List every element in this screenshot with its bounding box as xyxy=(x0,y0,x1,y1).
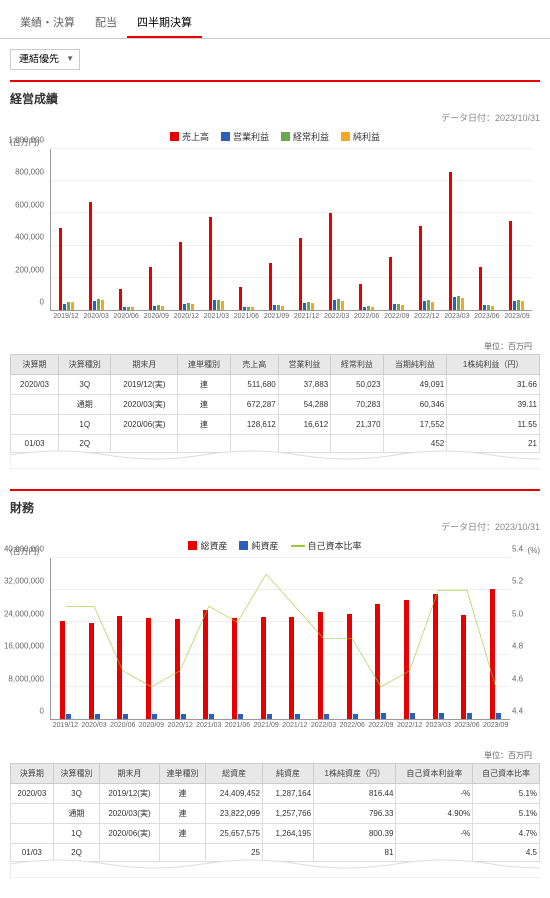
bar-group: 2020/06 xyxy=(108,558,137,719)
bar-group: 2022/06 xyxy=(338,558,367,719)
col-header: 自己資本比率 xyxy=(473,764,540,784)
table-row: 1Q2020/06(実)連25,657,5751,264,195800.39-%… xyxy=(11,824,540,844)
tabs: 業績・決算配当四半期決算 xyxy=(0,0,550,39)
bar-group: 2021/09 xyxy=(261,149,291,310)
plot-area: 2019/122020/032020/062020/092020/122021/… xyxy=(50,558,510,720)
plot-area: 2019/122020/032020/062020/092020/122021/… xyxy=(50,149,532,311)
bars: 2019/122020/032020/062020/092020/122021/… xyxy=(51,558,510,719)
tab-1[interactable]: 配当 xyxy=(85,8,127,38)
col-header: 決算期 xyxy=(11,764,54,784)
bar-group: 2019/12 xyxy=(51,558,80,719)
tab-2[interactable]: 四半期決算 xyxy=(127,8,202,38)
bar-group: 2021/12 xyxy=(281,558,310,719)
legend-item: 自己資本比率 xyxy=(291,539,362,552)
bar-group: 2021/03 xyxy=(194,558,223,719)
legend-item: 純利益 xyxy=(341,130,380,143)
legend-item: 売上高 xyxy=(170,130,209,143)
bar-group: 2021/06 xyxy=(231,149,261,310)
legend: 総資産純資産自己資本比率 xyxy=(10,539,540,552)
results-table: 決算期決算種別期末月連単種別売上高営業利益経常利益当期純利益1株純利益（円） 2… xyxy=(10,354,540,453)
bar-group: 2020/03 xyxy=(80,558,109,719)
bar-group: 2022/06 xyxy=(352,149,382,310)
data-date: データ日付：2023/10/31 xyxy=(10,520,540,533)
bar-group: 2022/03 xyxy=(322,149,352,310)
chart-results: (百万円) 0200,000400,000600,000800,0001,000… xyxy=(10,149,540,339)
col-header: 営業利益 xyxy=(278,355,330,375)
unit-note: 単位：百万円 xyxy=(10,748,540,763)
bar-group: 2021/03 xyxy=(201,149,231,310)
bar-group: 2021/06 xyxy=(223,558,252,719)
bar-group: 2023/09 xyxy=(502,149,532,310)
bar-group: 2023/09 xyxy=(481,558,510,719)
bar-group: 2021/09 xyxy=(252,558,281,719)
bar-group: 2023/06 xyxy=(472,149,502,310)
col-header: 連単種別 xyxy=(178,355,230,375)
bar-group: 2019/12 xyxy=(51,149,81,310)
page-cut xyxy=(10,447,540,469)
col-header: 決算種別 xyxy=(59,355,111,375)
bars: 2019/122020/032020/062020/092020/122021/… xyxy=(51,149,532,310)
col-header: 1株純資産（円） xyxy=(314,764,396,784)
col-header: 連単種別 xyxy=(159,764,206,784)
col-header: 総資産 xyxy=(206,764,263,784)
table-row: 通期2020/03(実)連672,28754,28870,28360,34639… xyxy=(11,395,540,415)
table-row: 1Q2020/06(実)連128,61216,61221,37017,55211… xyxy=(11,415,540,435)
page-cut xyxy=(10,856,540,878)
col-header: 純資産 xyxy=(262,764,313,784)
bar-group: 2022/12 xyxy=(412,149,442,310)
bar-group: 2020/06 xyxy=(111,149,141,310)
legend: 売上高営業利益経常利益純利益 xyxy=(10,130,540,143)
legend-item: 総資産 xyxy=(188,539,227,552)
col-header: 1株純利益（円） xyxy=(447,355,540,375)
bar-group: 2020/09 xyxy=(141,149,171,310)
y-axis-2: 4.44.64.85.05.25.4 xyxy=(510,558,540,720)
bar-group: 2022/09 xyxy=(382,149,412,310)
bar-group: 2022/12 xyxy=(395,558,424,719)
col-header: 売上高 xyxy=(230,355,278,375)
col-header: 期末月 xyxy=(100,764,159,784)
table-row: 2020/033Q2019/12(実)連511,68037,88350,0234… xyxy=(11,375,540,395)
bar-group: 2022/03 xyxy=(309,558,338,719)
col-header: 自己資本利益率 xyxy=(396,764,473,784)
bar-group: 2021/12 xyxy=(292,149,322,310)
col-header: 期末月 xyxy=(111,355,178,375)
section-results: 経営成績 データ日付：2023/10/31 売上高営業利益経常利益純利益 (百万… xyxy=(10,80,540,469)
col-header: 決算種別 xyxy=(53,764,100,784)
bar-group: 2022/09 xyxy=(367,558,396,719)
table-row: 通期2020/03(実)連23,822,0991,257,766796.334.… xyxy=(11,804,540,824)
bar-group: 2020/12 xyxy=(171,149,201,310)
legend-item: 営業利益 xyxy=(221,130,269,143)
bar-group: 2023/03 xyxy=(424,558,453,719)
priority-dropdown[interactable]: 連結優先 xyxy=(10,49,80,70)
col-header: 当期純利益 xyxy=(383,355,447,375)
y-axis: 0200,000400,000600,000800,0001,000,000 xyxy=(10,149,46,311)
section-title: 財務 xyxy=(10,499,540,516)
section-title: 経営成績 xyxy=(10,90,540,107)
y2-unit: (%) xyxy=(528,546,540,555)
chart-finance: (百万円) (%) 08,000,00016,000,00024,000,000… xyxy=(10,558,540,748)
bar-group: 2020/03 xyxy=(81,149,111,310)
bar-group: 2020/12 xyxy=(166,558,195,719)
finance-table: 決算期決算種別期末月連単種別総資産純資産1株純資産（円）自己資本利益率自己資本比… xyxy=(10,763,540,862)
toolbar: 連結優先 xyxy=(0,39,550,80)
legend-item: 純資産 xyxy=(239,539,278,552)
dropdown-wrap: 連結優先 xyxy=(10,49,80,70)
unit-note: 単位：百万円 xyxy=(10,339,540,354)
tab-0[interactable]: 業績・決算 xyxy=(10,8,85,38)
section-finance: 財務 データ日付：2023/10/31 総資産純資産自己資本比率 (百万円) (… xyxy=(10,489,540,878)
bar-group: 2020/09 xyxy=(137,558,166,719)
bar-group: 2023/03 xyxy=(442,149,472,310)
legend-item: 経常利益 xyxy=(281,130,329,143)
bar-group: 2023/06 xyxy=(453,558,482,719)
y-axis: 08,000,00016,000,00024,000,00032,000,000… xyxy=(10,558,46,720)
table-row: 2020/033Q2019/12(実)連24,409,4521,287,1648… xyxy=(11,784,540,804)
col-header: 決算期 xyxy=(11,355,59,375)
data-date: データ日付：2023/10/31 xyxy=(10,111,540,124)
col-header: 経常利益 xyxy=(331,355,383,375)
